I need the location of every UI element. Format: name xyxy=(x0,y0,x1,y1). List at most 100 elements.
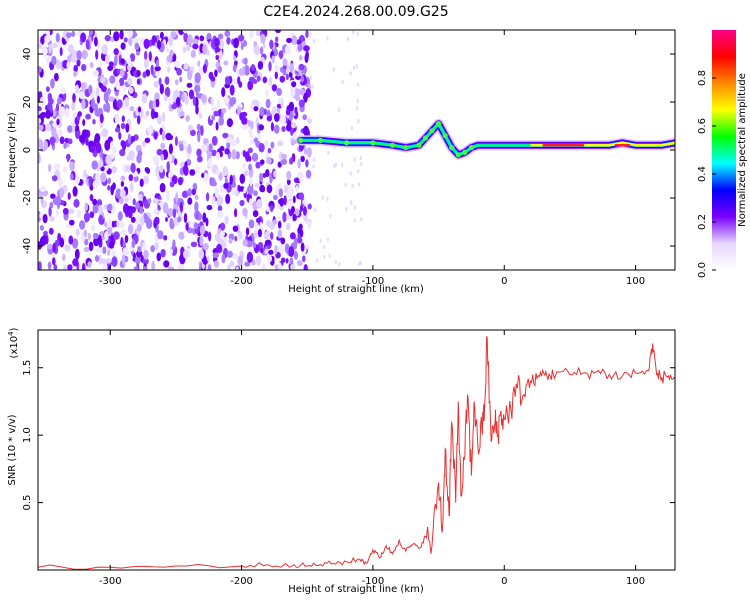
noise-blob xyxy=(195,104,199,115)
noise-blob xyxy=(262,172,267,178)
noise-blob xyxy=(293,131,298,141)
noise-blob xyxy=(338,262,341,267)
noise-blob xyxy=(256,217,262,224)
noise-blob xyxy=(145,110,150,116)
noise-blob xyxy=(95,49,99,60)
noise-blob xyxy=(64,137,70,144)
noise-blob xyxy=(236,136,240,145)
noise-blob xyxy=(155,60,160,67)
noise-blob xyxy=(214,233,221,242)
noise-blob xyxy=(67,44,75,53)
noise-blob xyxy=(157,40,162,50)
noise-blob xyxy=(276,87,282,97)
noise-blob xyxy=(99,113,104,124)
noise-blob xyxy=(229,98,234,107)
noise-blob xyxy=(326,36,329,41)
noise-blob xyxy=(137,150,143,158)
noise-blob xyxy=(148,100,154,110)
y-tick-label: -40 xyxy=(22,238,33,254)
noise-blob xyxy=(282,69,287,76)
noise-blob xyxy=(351,183,354,189)
noise-blob xyxy=(280,114,286,125)
noise-blob xyxy=(279,197,285,207)
noise-blob xyxy=(159,165,164,173)
noise-blob xyxy=(105,54,110,64)
noise-blob xyxy=(62,166,68,173)
noise-blob xyxy=(349,71,352,76)
noise-blob xyxy=(163,235,168,241)
signal-blob xyxy=(435,121,442,127)
noise-blob xyxy=(147,126,154,135)
noise-blob xyxy=(251,259,256,266)
x-tick-label: 0 xyxy=(501,576,507,587)
noise-blob xyxy=(235,67,240,77)
noise-blob xyxy=(118,132,122,140)
noise-blob xyxy=(56,97,63,105)
noise-blob xyxy=(191,188,197,196)
noise-blob xyxy=(288,101,295,112)
noise-blob xyxy=(224,76,231,85)
noise-blob xyxy=(194,72,201,84)
noise-blob xyxy=(105,154,112,165)
noise-blob xyxy=(246,251,254,263)
signal-blob xyxy=(442,133,448,139)
noise-blob xyxy=(290,264,296,270)
noise-blob xyxy=(121,140,127,151)
noise-blob xyxy=(357,119,360,124)
noise-blob xyxy=(281,126,286,132)
colorbar-tick-label: 0.2 xyxy=(697,214,708,230)
noise-blob xyxy=(65,107,70,118)
noise-blob xyxy=(38,124,44,131)
noise-blob xyxy=(89,30,94,36)
noise-blob xyxy=(43,230,48,237)
noise-blob xyxy=(113,31,120,41)
noise-blob xyxy=(91,89,96,100)
colorbar-ticks: 0.0 0.2 0.4 0.6 0.8 xyxy=(697,70,716,278)
noise-blob xyxy=(262,76,268,84)
noise-blob xyxy=(175,192,179,204)
noise-blob xyxy=(124,196,129,203)
noise-blob xyxy=(277,229,282,239)
noise-blob xyxy=(289,62,295,73)
spectrogram-x-label: Height of straight line (km) xyxy=(288,284,424,295)
noise-blob xyxy=(107,249,111,256)
noise-blob xyxy=(288,246,295,258)
noise-blob xyxy=(128,86,134,94)
noise-blob xyxy=(206,49,210,56)
noise-blob xyxy=(106,217,112,228)
noise-blob xyxy=(118,77,125,87)
noise-blob xyxy=(272,194,278,201)
noise-blob xyxy=(49,201,54,209)
noise-blob xyxy=(159,182,166,193)
noise-blob xyxy=(219,230,225,238)
noise-blob xyxy=(188,89,195,100)
noise-blob xyxy=(68,138,73,145)
noise-blob xyxy=(117,211,123,221)
noise-blob xyxy=(258,142,265,153)
noise-blob xyxy=(122,203,129,214)
noise-blob xyxy=(181,93,185,103)
noise-blob xyxy=(312,164,315,169)
noise-blob xyxy=(237,76,241,85)
noise-blob xyxy=(278,188,283,198)
noise-blob xyxy=(213,37,220,48)
noise-blob xyxy=(253,190,258,197)
noise-blob xyxy=(169,181,175,188)
noise-blob xyxy=(68,208,75,215)
noise-blob xyxy=(201,172,205,178)
noise-blob xyxy=(144,137,151,143)
noise-blob xyxy=(217,210,224,219)
noise-blob xyxy=(225,136,233,143)
spectrogram-x-axis: -300 -200 -100 0 100 xyxy=(99,30,645,287)
noise-blob xyxy=(163,95,168,102)
noise-blob xyxy=(296,39,302,45)
noise-blob xyxy=(337,107,341,112)
noise-blob xyxy=(153,208,158,215)
noise-blob xyxy=(89,62,94,68)
noise-blob xyxy=(259,46,264,55)
noise-blob xyxy=(101,258,107,265)
noise-blob xyxy=(235,190,240,197)
noise-blob xyxy=(186,82,193,88)
noise-blob xyxy=(71,30,76,37)
noise-blob xyxy=(264,248,269,255)
